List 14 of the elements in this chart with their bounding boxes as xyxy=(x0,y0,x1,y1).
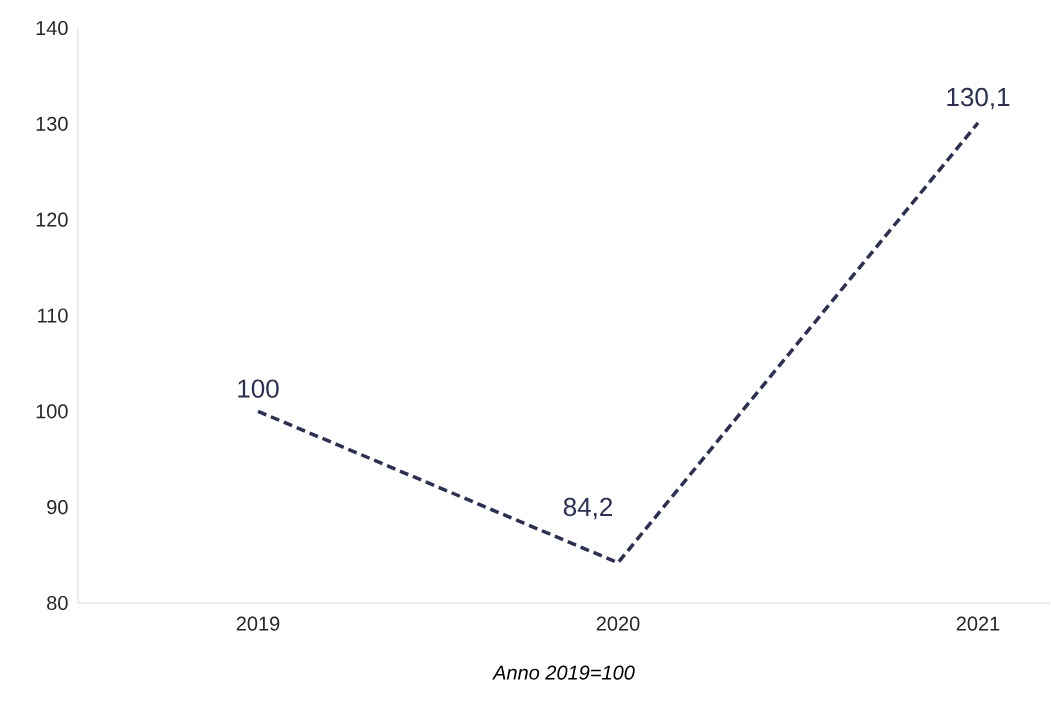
data-label: 130,1 xyxy=(947,87,1010,110)
y-tick-label: 90 xyxy=(47,500,68,515)
x-tick-label: 2019 xyxy=(236,616,280,631)
y-tick-label: 80 xyxy=(47,595,68,611)
x-tick-label: 2020 xyxy=(596,616,640,631)
x-axis-title: Anno 2019=100 xyxy=(492,665,635,680)
y-tick-label: 120 xyxy=(36,212,68,227)
data-label: 100 xyxy=(238,379,279,398)
data-label: 84,2 xyxy=(563,497,612,520)
y-tick-label: 140 xyxy=(36,20,68,36)
y-tick-label: 130 xyxy=(36,116,68,131)
y-tick-label: 100 xyxy=(36,404,68,419)
y-tick-label: 110 xyxy=(38,308,68,323)
x-tick-label: 2021 xyxy=(956,616,1000,631)
